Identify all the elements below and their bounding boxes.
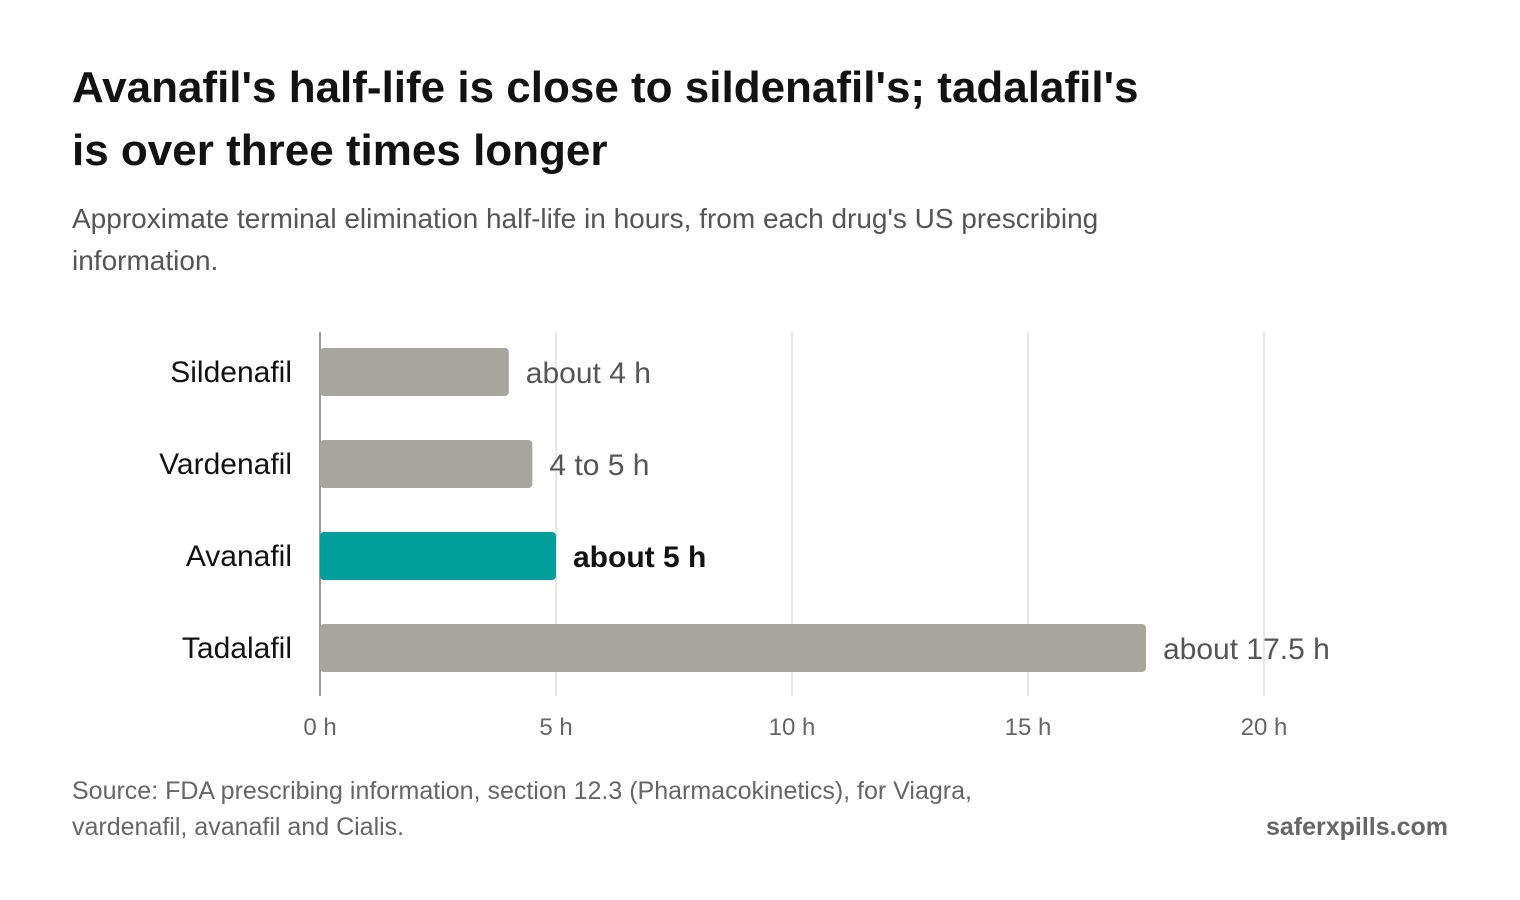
x-tick-label: 15 h: [1005, 714, 1052, 741]
source-note: Source: FDA prescribing information, sec…: [72, 777, 972, 841]
data-label: about 17.5 h: [1163, 633, 1330, 666]
bar-sildenafil: [320, 348, 509, 396]
x-tick-label: 5 h: [539, 714, 572, 741]
data-label: about 5 h: [573, 541, 706, 574]
x-tick-label: 0 h: [303, 714, 336, 741]
category-label: Vardenafil: [159, 448, 292, 481]
chart-title: Avanafil's half-life is close to sildena…: [72, 63, 1139, 175]
x-tick-label: 20 h: [1241, 714, 1288, 741]
bar-avanafil: [320, 532, 556, 580]
x-tick-label: 10 h: [769, 714, 816, 741]
data-label: about 4 h: [526, 357, 651, 390]
bar-tadalafil: [320, 624, 1146, 672]
category-label: Tadalafil: [182, 632, 292, 665]
category-label: Avanafil: [186, 540, 292, 573]
bar-chart: 0 h 5 h 10 h 15 h 20 h Sildenafil about 4 h Var…: [159, 332, 1330, 741]
bar-vardenafil: [320, 440, 533, 488]
category-label: Sildenafil: [170, 356, 292, 389]
brand-label: saferxpills.com: [1265, 813, 1448, 841]
chart-subtitle: Approximate terminal elimination half-li…: [72, 203, 1099, 276]
data-label: 4 to 5 h: [549, 449, 649, 482]
